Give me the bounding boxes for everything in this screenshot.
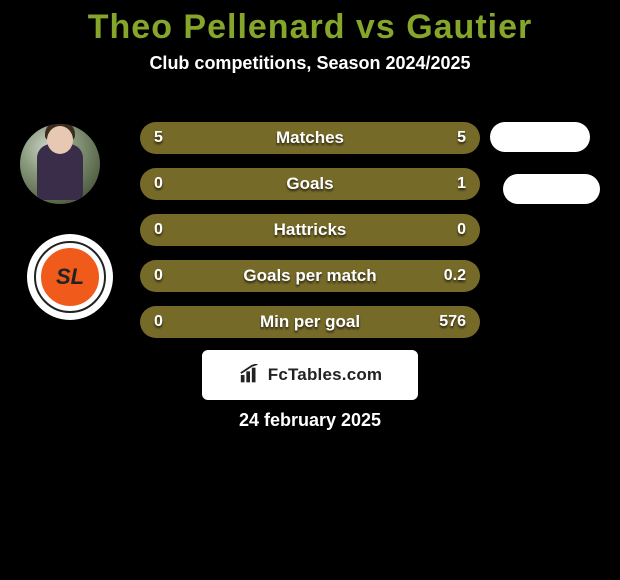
club-badge-letters: SL [56,266,84,288]
right-indicator-pill-2 [503,174,600,204]
stat-label: Goals [286,174,333,194]
stat-right-value: 1 [457,175,466,193]
stat-right-value: 0 [457,221,466,239]
stat-left-value: 0 [154,221,163,239]
stat-label: Goals per match [243,266,376,286]
stat-row-matches: 5 Matches 5 [140,122,480,154]
comparison-date: 24 february 2025 [0,410,620,431]
stat-right-value: 5 [457,129,466,147]
bar-chart-icon [238,364,262,386]
right-indicator-pill-1 [490,122,590,152]
stat-right-value: 0.2 [444,267,466,285]
avatar-silhouette [37,144,83,200]
stat-row-min-per-goal: 0 Min per goal 576 [140,306,480,338]
player-right-club-badge: SL [27,234,113,320]
stat-label: Min per goal [260,312,360,332]
brand-text: FcTables.com [268,365,383,385]
brand-box: FcTables.com [202,350,418,400]
stat-row-goals: 0 Goals 1 [140,168,480,200]
stat-right-value: 576 [439,313,466,331]
stat-label: Hattricks [274,220,347,240]
club-badge-inner: SL [36,243,104,311]
stat-left-value: 0 [154,175,163,193]
stat-left-value: 0 [154,313,163,331]
stat-row-hattricks: 0 Hattricks 0 [140,214,480,246]
stats-bars: 5 Matches 5 0 Goals 1 0 Hattricks 0 0 Go… [140,122,480,352]
stat-left-value: 0 [154,267,163,285]
comparison-title: Theo Pellenard vs Gautier [0,0,620,47]
stat-left-value: 5 [154,129,163,147]
stat-row-goals-per-match: 0 Goals per match 0.2 [140,260,480,292]
comparison-subtitle: Club competitions, Season 2024/2025 [0,53,620,74]
stat-label: Matches [276,128,344,148]
player-left-avatar [20,124,100,204]
avatar-head [47,126,73,154]
